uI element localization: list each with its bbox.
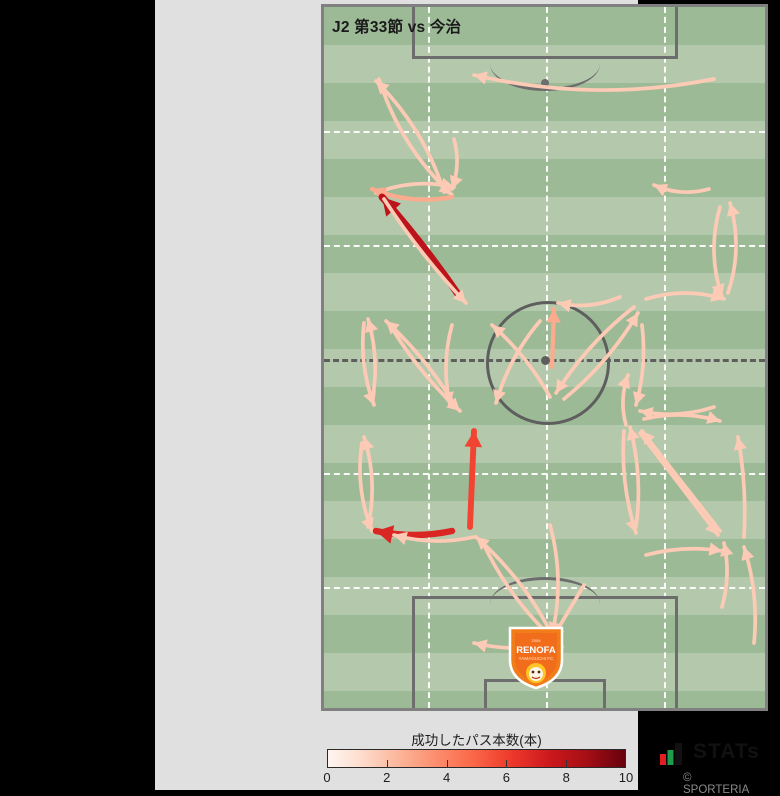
pass-arrow-head (446, 397, 460, 411)
colorbar (327, 749, 626, 768)
pass-arrow-head (492, 325, 506, 339)
center-circle (486, 301, 610, 425)
pass-arrow-head (440, 177, 454, 191)
pass-arrow (736, 435, 747, 539)
colorbar-tick-label: 8 (562, 770, 570, 785)
colorbar-tick (386, 760, 388, 768)
pass-arrow (726, 201, 738, 295)
colorbar-tick-labels: 0 2 4 6 8 10 (307, 770, 646, 788)
stats-logo-text: STATs (693, 740, 760, 763)
pass-arrow-head (733, 437, 747, 451)
pass-arrow-head (452, 289, 466, 303)
pass-arrow-head (727, 203, 740, 217)
pass-arrow-head (741, 547, 755, 561)
pass-arrow-head (706, 411, 720, 424)
colorbar-tick (446, 760, 448, 768)
pass-arrow-head (361, 437, 375, 451)
colorbar-tick-label: 2 (383, 770, 391, 785)
pass-arrow (742, 545, 758, 645)
pass-arrow (554, 305, 636, 395)
pass-arrow-head (654, 183, 669, 197)
colorbar-tick (566, 760, 568, 768)
pass-arrow-head (708, 542, 722, 556)
pass-arrow (638, 431, 720, 537)
colorbar-tick-label: 4 (442, 770, 451, 785)
svg-text:RENOFA: RENOFA (516, 645, 556, 656)
stats-logo-icon (660, 743, 682, 765)
copyright-text: © SPORTERIA (683, 772, 750, 796)
pass-arrow-head (720, 543, 734, 557)
pass-arrow-head (493, 389, 506, 403)
colorbar-title: 成功したパス本数(本) (411, 733, 542, 748)
pass-arrows (358, 71, 758, 653)
pass-arrow-head (556, 378, 569, 393)
colorbar-tick (506, 760, 508, 768)
penalty-arc-top (490, 37, 600, 91)
pass-arrow (374, 79, 446, 194)
colorbar-tick-label: 6 (502, 770, 511, 785)
pass-arrow (712, 205, 724, 299)
colorbar-tick-label: 0 (323, 770, 331, 785)
grid-line-horizontal (324, 245, 765, 247)
pass-arrow-head (558, 299, 572, 313)
pass-arrow-head (464, 431, 483, 448)
pass-arrow-head (546, 309, 561, 323)
pass-arrow (640, 429, 722, 533)
pass-arrow-head (711, 282, 725, 297)
pass-arrow-head (394, 531, 408, 545)
pass-arrow-head (372, 187, 388, 201)
colorbar-ticks (327, 749, 626, 768)
pass-arrow (548, 523, 560, 637)
pass-arrow-head (632, 391, 646, 405)
figure-panel: 2006 RENOFA YAMAGUCHI FC J2 第33節 vs 今治 成… (155, 0, 768, 796)
pass-arrow (472, 73, 716, 92)
pass-arrow-head (710, 288, 724, 302)
svg-text:2006: 2006 (532, 638, 542, 643)
grid-line-vertical (428, 7, 430, 708)
pass-arrow-head (625, 313, 638, 328)
grid-line-horizontal (324, 473, 765, 475)
pass-arrow-head (625, 519, 639, 533)
pass-arrow-head (440, 391, 454, 405)
pass-arrow-head (363, 390, 376, 405)
pass-arrow-head (705, 520, 718, 535)
penalty-arc-bottom (490, 577, 600, 631)
pass-arrow-head (617, 375, 631, 390)
svg-text:YAMAGUCHI FC: YAMAGUCHI FC (519, 656, 555, 661)
colorbar-tick-label: 10 (618, 770, 634, 785)
pitch: 2006 RENOFA YAMAGUCHI FC J2 第33節 vs 今治 (321, 4, 768, 711)
page-title: J2 第33節 vs 今治 (332, 19, 462, 36)
pass-arrow (382, 197, 468, 305)
grid-line-vertical (664, 7, 666, 708)
pass-arrow-head (474, 71, 488, 85)
pass-arrow-head (626, 427, 640, 441)
grid-line-horizontal (324, 131, 765, 133)
pass-arrow-head (365, 319, 379, 333)
renofa-yamaguchi-fc-crest: 2006 RENOFA YAMAGUCHI FC (508, 626, 564, 690)
pass-arrow-head (474, 639, 488, 653)
pass-arrow-head (376, 525, 395, 544)
center-spot (541, 356, 550, 365)
pass-arrow-head (361, 516, 374, 531)
pass-arrow-layer (358, 71, 758, 653)
